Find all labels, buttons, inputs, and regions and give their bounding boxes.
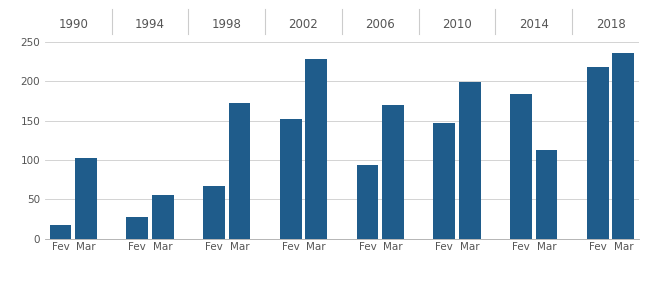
Bar bbox=[357, 166, 379, 239]
Bar bbox=[510, 94, 532, 239]
Bar bbox=[587, 67, 609, 239]
Bar bbox=[382, 105, 404, 239]
Bar bbox=[75, 158, 97, 239]
Bar bbox=[280, 119, 302, 239]
Bar bbox=[126, 217, 148, 239]
Bar bbox=[228, 103, 250, 239]
Bar bbox=[536, 151, 557, 239]
Bar bbox=[50, 225, 71, 239]
Bar bbox=[433, 123, 455, 239]
Bar bbox=[203, 186, 224, 239]
Bar bbox=[305, 59, 327, 239]
Bar bbox=[152, 196, 174, 239]
Bar bbox=[459, 82, 481, 239]
Bar bbox=[613, 53, 634, 239]
